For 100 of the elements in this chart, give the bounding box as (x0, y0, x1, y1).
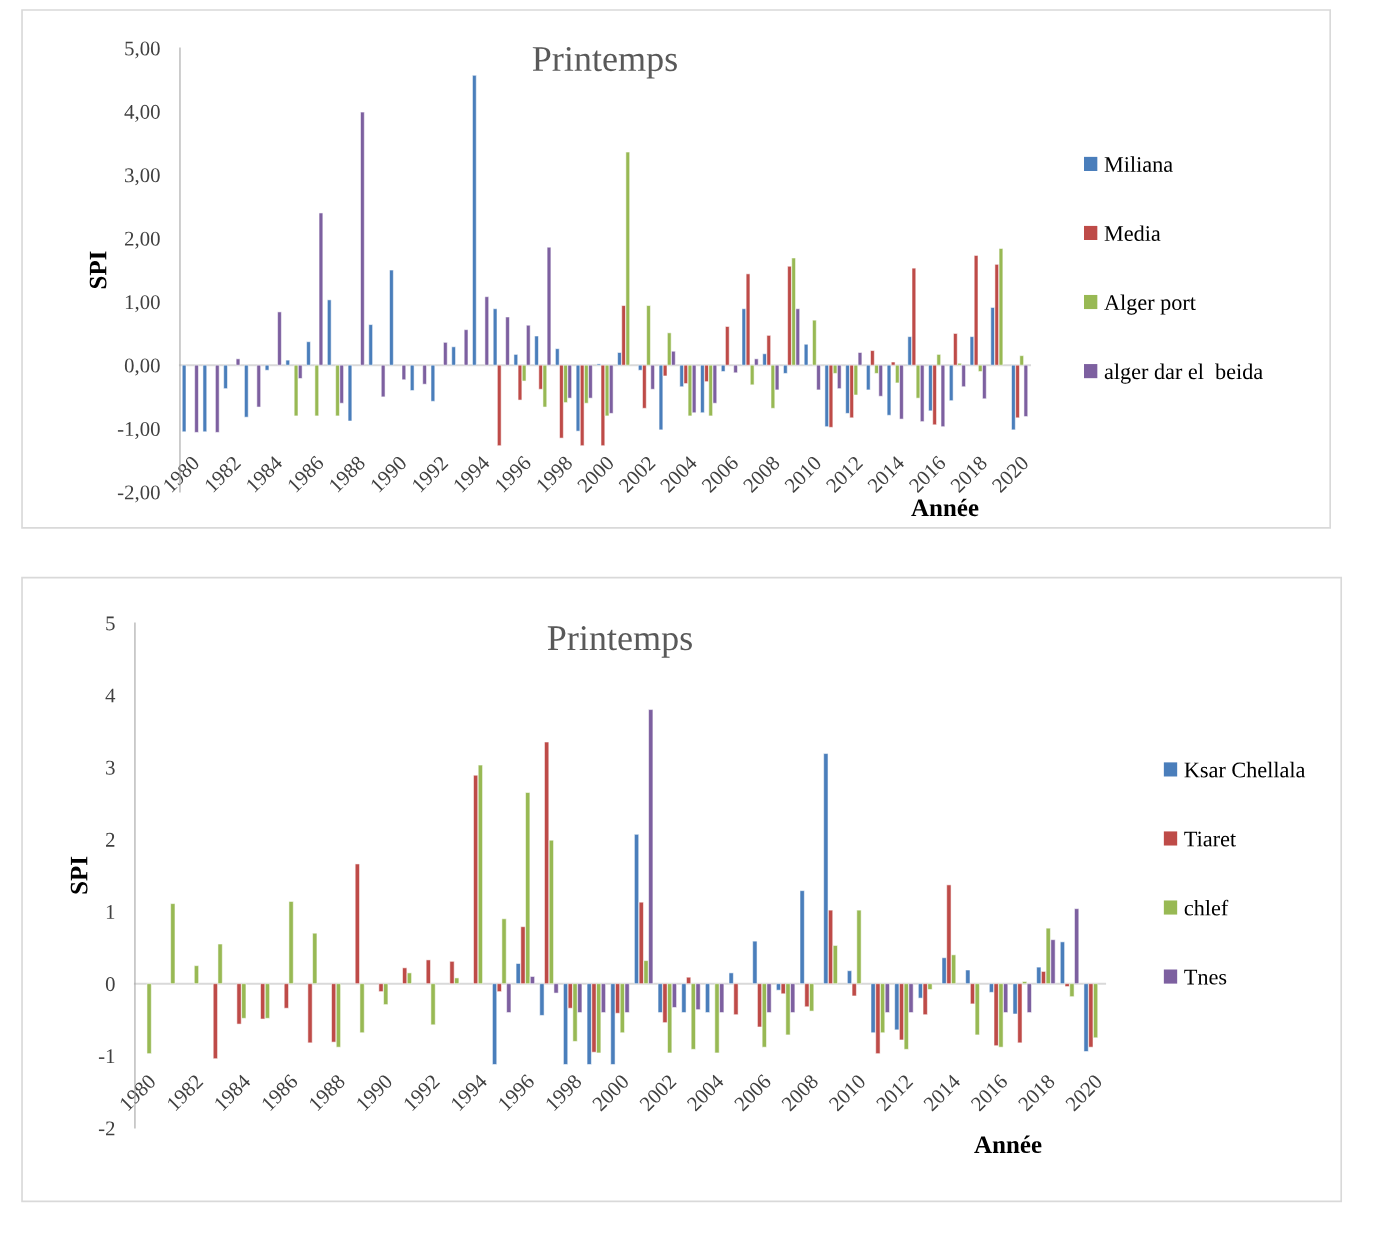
bar (886, 364, 892, 416)
bar (244, 364, 249, 418)
y-tick-label: 0 (105, 977, 115, 992)
bar (1011, 364, 1016, 431)
bar (401, 364, 407, 381)
bar (791, 257, 796, 366)
chart-title: Printemps (547, 626, 692, 658)
chart-title: Printemps (532, 46, 677, 79)
y-tick-label: -1,00 (117, 421, 160, 440)
bar (563, 983, 569, 1065)
x-axis-title: Année (911, 498, 979, 517)
bar (837, 364, 842, 389)
bar (824, 364, 830, 427)
bar (776, 983, 781, 991)
bar (285, 359, 290, 366)
bar (235, 358, 241, 366)
legend-label: Ksar Chellala (1184, 761, 1306, 778)
bar (961, 364, 966, 388)
y-tick-label: 4,00 (124, 104, 160, 122)
bar (878, 364, 883, 397)
bar (600, 364, 606, 446)
bar (389, 269, 394, 366)
bar (422, 364, 427, 385)
bar (146, 983, 152, 1054)
legend-label: alger dar el beida (1104, 363, 1263, 384)
legend-label: chlef (1184, 899, 1229, 916)
legend-label: Tiaret (1184, 831, 1236, 847)
bar (634, 834, 640, 984)
bar (335, 364, 340, 417)
bar (705, 983, 710, 1013)
bar (368, 324, 373, 366)
bar (849, 364, 854, 419)
bar (998, 248, 1004, 366)
legend-label: Miliana (1104, 156, 1173, 172)
bar (1026, 983, 1032, 1013)
legend-label: Tnes (1184, 969, 1227, 985)
y-tick-label: 5 (106, 616, 115, 631)
legend-label: Media (1104, 225, 1161, 242)
bar (463, 329, 469, 366)
bar (256, 364, 261, 408)
y-tick-label: 1 (106, 905, 115, 919)
bar (264, 364, 270, 371)
bar (194, 364, 199, 433)
legend-label: Alger port (1104, 294, 1196, 315)
bar (194, 965, 199, 984)
y-axis-title: SPI (70, 856, 88, 894)
bar (472, 75, 477, 366)
bar (430, 364, 436, 402)
bar (1036, 966, 1042, 984)
y-tick-label: 3,00 (125, 168, 160, 186)
bar (484, 296, 489, 366)
y-tick-label: 2 (106, 832, 115, 847)
bar (845, 364, 850, 414)
bar (828, 364, 834, 428)
bar (277, 311, 282, 366)
x-axis-title: Année (974, 1135, 1042, 1154)
bar (443, 342, 448, 366)
y-tick-label: 3 (106, 760, 115, 775)
bar (625, 151, 630, 366)
bar (567, 364, 572, 399)
bar (402, 967, 408, 984)
y-tick-label: -1 (98, 1049, 115, 1064)
bar (223, 364, 228, 389)
y-tick-label: -2 (98, 1121, 115, 1136)
bar (215, 364, 220, 433)
bar (708, 364, 713, 417)
y-tick-label: 2,00 (124, 231, 160, 249)
bar (264, 983, 270, 1019)
bar (700, 364, 705, 414)
bar (492, 983, 498, 1065)
bar (293, 364, 299, 417)
y-tick-label: 4 (105, 688, 116, 703)
bar (823, 753, 829, 984)
bar (803, 343, 809, 366)
bar (586, 983, 592, 1065)
bar (335, 983, 341, 1048)
bar (260, 983, 266, 1020)
bar (505, 316, 510, 366)
bar (691, 364, 697, 414)
bar (974, 983, 980, 1036)
bar (687, 364, 693, 417)
bar (679, 364, 684, 388)
bar (170, 903, 176, 984)
y-tick-label: 1,00 (125, 295, 160, 313)
bar (181, 364, 187, 433)
bar (899, 364, 904, 420)
bar (658, 364, 664, 431)
bar (327, 299, 332, 366)
bar (609, 364, 614, 414)
bar (982, 364, 987, 400)
bar (610, 983, 616, 1065)
bar (347, 364, 353, 422)
bar (409, 364, 415, 391)
y-tick-label: -2,00 (117, 485, 160, 503)
bar (380, 364, 386, 398)
bar (451, 346, 456, 366)
bar (202, 364, 208, 433)
bar (733, 364, 738, 374)
bar (306, 341, 311, 366)
bar (1060, 941, 1065, 984)
